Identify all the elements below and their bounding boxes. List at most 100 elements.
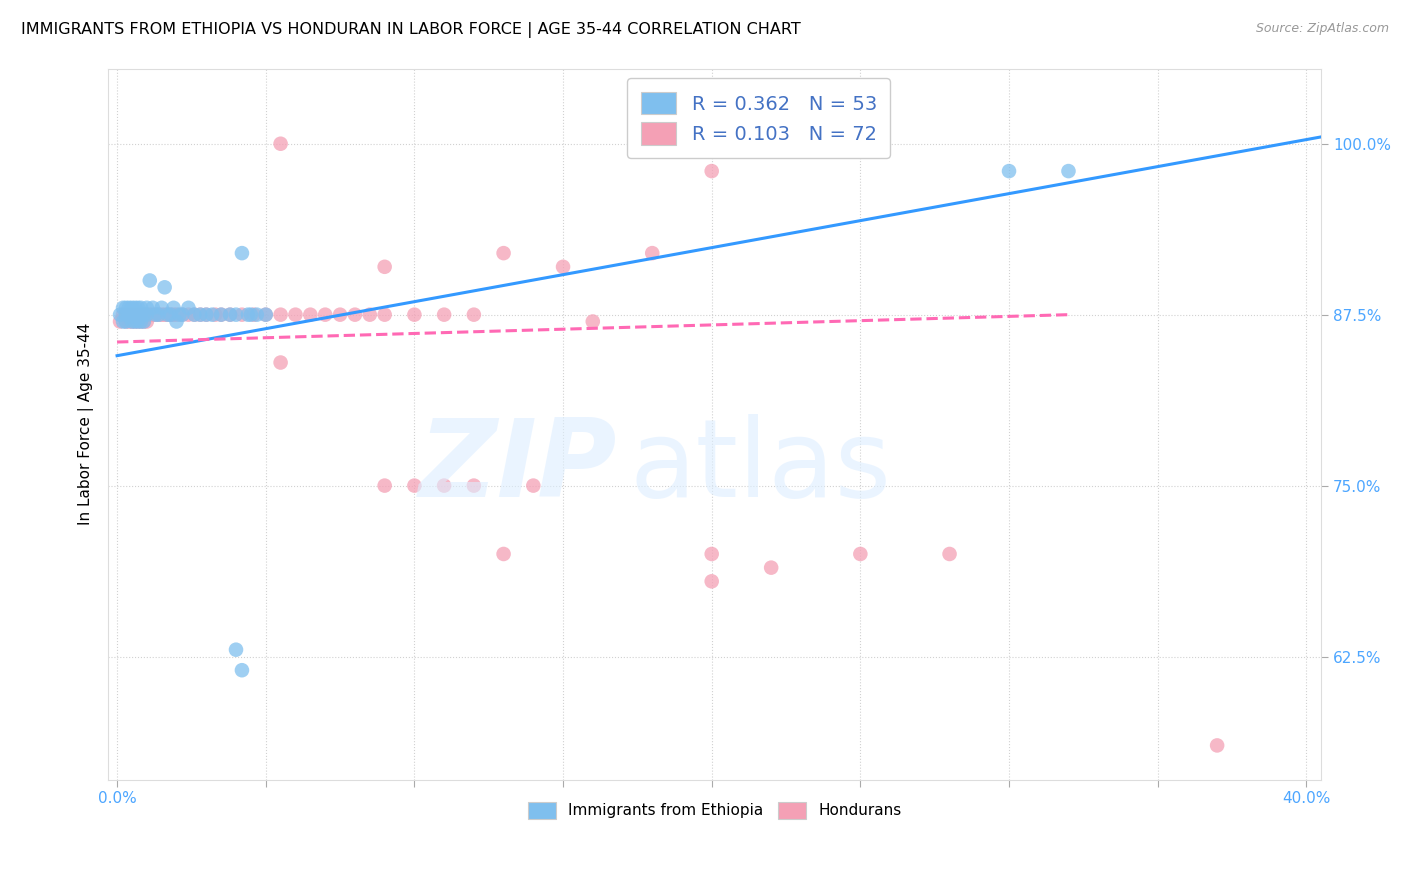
Point — [129, 301, 152, 315]
Point — [159, 308, 181, 322]
Point — [225, 308, 247, 322]
Point — [270, 355, 292, 369]
Point — [270, 136, 292, 151]
Point — [169, 308, 191, 322]
Point — [374, 308, 396, 322]
Point — [121, 308, 143, 322]
Point — [849, 547, 872, 561]
Point — [183, 308, 205, 322]
Point — [124, 308, 146, 322]
Point — [150, 308, 173, 322]
Point — [124, 314, 146, 328]
Point — [127, 301, 149, 315]
Point — [156, 308, 179, 322]
Point — [201, 308, 224, 322]
Point — [183, 308, 205, 322]
Point — [121, 301, 143, 315]
Point — [111, 301, 134, 315]
Point — [132, 314, 155, 328]
Point — [111, 314, 134, 328]
Point — [145, 308, 167, 322]
Text: IMMIGRANTS FROM ETHIOPIA VS HONDURAN IN LABOR FORCE | AGE 35-44 CORRELATION CHAR: IMMIGRANTS FROM ETHIOPIA VS HONDURAN IN … — [21, 22, 801, 38]
Point — [225, 642, 247, 657]
Point — [433, 308, 456, 322]
Point — [204, 308, 226, 322]
Point — [153, 308, 176, 322]
Point — [270, 308, 292, 322]
Point — [522, 478, 544, 492]
Point — [359, 308, 381, 322]
Point — [139, 273, 162, 287]
Point — [127, 308, 149, 322]
Point — [135, 301, 157, 315]
Point — [118, 301, 141, 315]
Point — [700, 164, 723, 178]
Point — [219, 308, 242, 322]
Point — [115, 308, 138, 322]
Point — [209, 308, 232, 322]
Point — [108, 308, 131, 322]
Point — [129, 314, 152, 328]
Point — [166, 314, 188, 328]
Point — [195, 308, 218, 322]
Y-axis label: In Labor Force | Age 35-44: In Labor Force | Age 35-44 — [79, 323, 94, 525]
Point — [124, 308, 146, 322]
Point — [121, 314, 143, 328]
Point — [142, 308, 165, 322]
Point — [132, 308, 155, 322]
Point — [219, 308, 242, 322]
Point — [135, 308, 157, 322]
Point — [759, 560, 782, 574]
Point — [700, 574, 723, 589]
Point — [121, 314, 143, 328]
Point — [188, 308, 211, 322]
Point — [188, 308, 211, 322]
Point — [404, 478, 426, 492]
Point — [111, 308, 134, 322]
Point — [177, 308, 200, 322]
Point — [124, 301, 146, 315]
Point — [284, 308, 307, 322]
Point — [641, 246, 664, 260]
Point — [254, 308, 277, 322]
Text: ZIP: ZIP — [419, 414, 617, 520]
Point — [231, 308, 253, 322]
Point — [127, 308, 149, 322]
Point — [135, 308, 157, 322]
Point — [118, 314, 141, 328]
Point — [231, 246, 253, 260]
Point — [998, 164, 1021, 178]
Point — [938, 547, 960, 561]
Point — [374, 478, 396, 492]
Point — [148, 308, 170, 322]
Point — [177, 301, 200, 315]
Point — [700, 547, 723, 561]
Point — [172, 308, 194, 322]
Point — [236, 308, 259, 322]
Point — [118, 308, 141, 322]
Point — [231, 663, 253, 677]
Point — [551, 260, 574, 274]
Point — [132, 308, 155, 322]
Point — [162, 301, 184, 315]
Point — [129, 308, 152, 322]
Text: Source: ZipAtlas.com: Source: ZipAtlas.com — [1256, 22, 1389, 36]
Point — [118, 308, 141, 322]
Point — [162, 308, 184, 322]
Point — [129, 314, 152, 328]
Point — [121, 308, 143, 322]
Point — [159, 308, 181, 322]
Point — [343, 308, 366, 322]
Point — [463, 478, 485, 492]
Point — [124, 314, 146, 328]
Point — [463, 308, 485, 322]
Point — [142, 301, 165, 315]
Point — [404, 308, 426, 322]
Point — [132, 314, 155, 328]
Point — [115, 308, 138, 322]
Point — [172, 308, 194, 322]
Point — [129, 308, 152, 322]
Point — [127, 314, 149, 328]
Point — [492, 547, 515, 561]
Point — [209, 308, 232, 322]
